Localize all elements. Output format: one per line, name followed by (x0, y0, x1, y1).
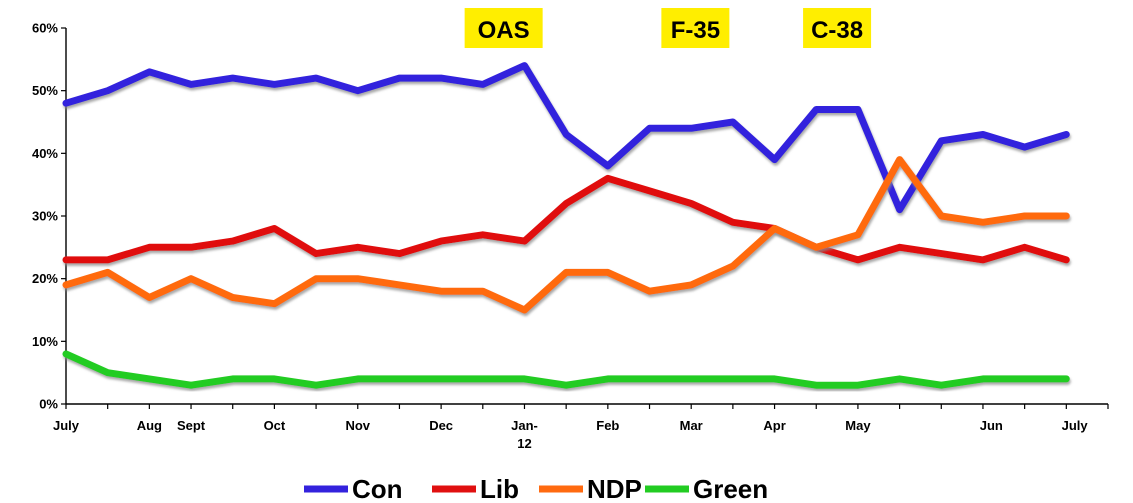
y-tick-label: 20% (32, 271, 58, 286)
x-tick-label: Nov (345, 418, 370, 433)
x-tick-label: 12 (517, 436, 531, 451)
annotation-box (661, 8, 730, 48)
x-tick-label: July (1062, 418, 1089, 433)
x-tick-label: May (845, 418, 871, 433)
y-tick-label: 60% (32, 21, 58, 36)
annotation-label: C-38 (811, 17, 863, 44)
annotation-box (803, 8, 872, 48)
annotation-c-38: C-38 (803, 8, 872, 48)
series-line-ndp (62, 156, 1070, 314)
y-tick-label: 0% (39, 397, 58, 412)
series-layer (62, 62, 1070, 389)
annotation-label: F-35 (671, 17, 720, 44)
x-tick-label: Feb (596, 418, 619, 433)
x-tick-label: Oct (264, 418, 286, 433)
x-tick-label: Sept (177, 418, 206, 433)
legend-item-lib: Lib (432, 474, 519, 503)
legend-label: NDP (587, 474, 642, 503)
annotations: OAS F-35 C-38 (464, 8, 872, 48)
x-tick-label: Mar (680, 418, 703, 433)
legend-item-green: Green (645, 474, 768, 503)
legend: Con Lib NDP Green (304, 474, 768, 503)
legend-label: Con (352, 474, 403, 503)
x-tick-label: Jun (980, 418, 1003, 433)
x-tick-label: Jan- (511, 418, 538, 433)
legend-item-ndp: NDP (539, 474, 642, 503)
x-tick-label: Apr (763, 418, 785, 433)
series-line-con (62, 62, 1070, 214)
y-tick-label: 10% (32, 334, 58, 349)
x-tick-label: Dec (429, 418, 453, 433)
legend-item-con: Con (304, 474, 403, 503)
annotation-label: OAS (478, 17, 530, 44)
x-tick-label: Aug (137, 418, 162, 433)
y-tick-label: 30% (32, 209, 58, 224)
axes: 0% 10% 20% 30% 40% 50% 60% July Aug Sept Oct Nov Dec… (32, 21, 1109, 451)
annotation-box (464, 8, 543, 48)
y-tick-label: 50% (32, 83, 58, 98)
annotation-f-35: F-35 (661, 8, 730, 48)
annotation-oas: OAS (464, 8, 543, 48)
legend-label: Lib (480, 474, 519, 503)
x-tick-label: July (53, 418, 80, 433)
legend-label: Green (693, 474, 768, 503)
y-tick-label: 40% (32, 146, 58, 161)
series-line-green (62, 350, 1070, 389)
series-line-lib (62, 174, 1070, 264)
